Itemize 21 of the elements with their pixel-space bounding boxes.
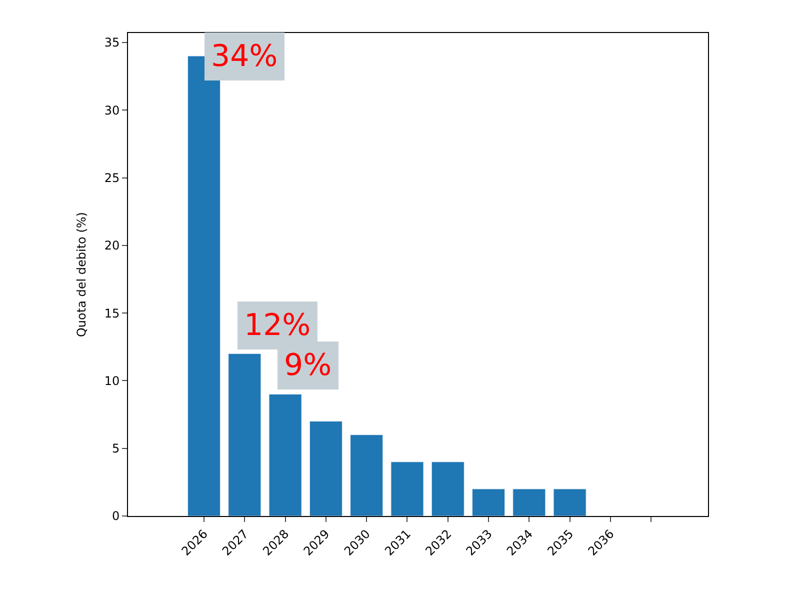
y-tick-label: 5: [112, 442, 120, 456]
y-tick-label: 15: [104, 306, 120, 320]
bar: [472, 488, 506, 516]
y-tick-label: 25: [104, 170, 120, 185]
y-tick-label: 30: [104, 103, 120, 118]
bar: [350, 434, 384, 516]
bar: [553, 488, 586, 516]
annotation: 34%: [211, 39, 278, 74]
y-axis-title: Quota del debito (%): [74, 212, 89, 337]
bar: [512, 488, 546, 516]
bar: [268, 394, 302, 516]
y-tick-label: 10: [104, 374, 120, 388]
bar: [228, 353, 262, 516]
bar: [309, 421, 342, 516]
y-tick-label: 35: [104, 36, 120, 50]
y-tick-label: 0: [112, 509, 120, 524]
annotation: 9%: [284, 348, 332, 383]
y-tick-label: 20: [104, 238, 120, 253]
annotation: 12%: [244, 308, 311, 343]
bar: [390, 462, 424, 516]
bar: [431, 462, 464, 516]
